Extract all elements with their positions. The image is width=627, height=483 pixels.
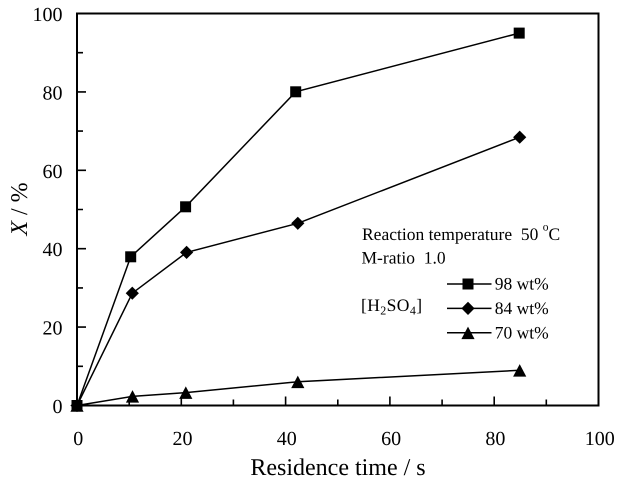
svg-text:0: 0 xyxy=(73,428,83,450)
svg-text:Reaction temperature 50 oC: Reaction temperature 50 oC xyxy=(362,222,560,244)
svg-text:100: 100 xyxy=(585,428,615,450)
svg-text:70 wt%: 70 wt% xyxy=(495,323,549,343)
svg-text:60: 60 xyxy=(381,428,401,450)
svg-text:60: 60 xyxy=(43,161,63,183)
svg-text:M-ratio 1.0: M-ratio 1.0 xyxy=(362,247,446,267)
svg-text:0: 0 xyxy=(53,396,63,418)
svg-text:80: 80 xyxy=(43,82,63,104)
svg-text:40: 40 xyxy=(43,239,63,261)
svg-text:40: 40 xyxy=(277,428,297,450)
svg-text:20: 20 xyxy=(43,318,63,340)
svg-text:[H2SO4]: [H2SO4] xyxy=(361,295,422,318)
svg-text:20: 20 xyxy=(173,428,193,450)
svg-text:80: 80 xyxy=(485,428,505,450)
svg-text:Residence time / s: Residence time / s xyxy=(250,455,425,481)
svg-text:98 wt%: 98 wt% xyxy=(495,274,549,294)
svg-text:100: 100 xyxy=(33,4,63,26)
svg-text:84 wt%: 84 wt% xyxy=(495,298,549,318)
svg-text:X / %: X / % xyxy=(7,182,33,236)
